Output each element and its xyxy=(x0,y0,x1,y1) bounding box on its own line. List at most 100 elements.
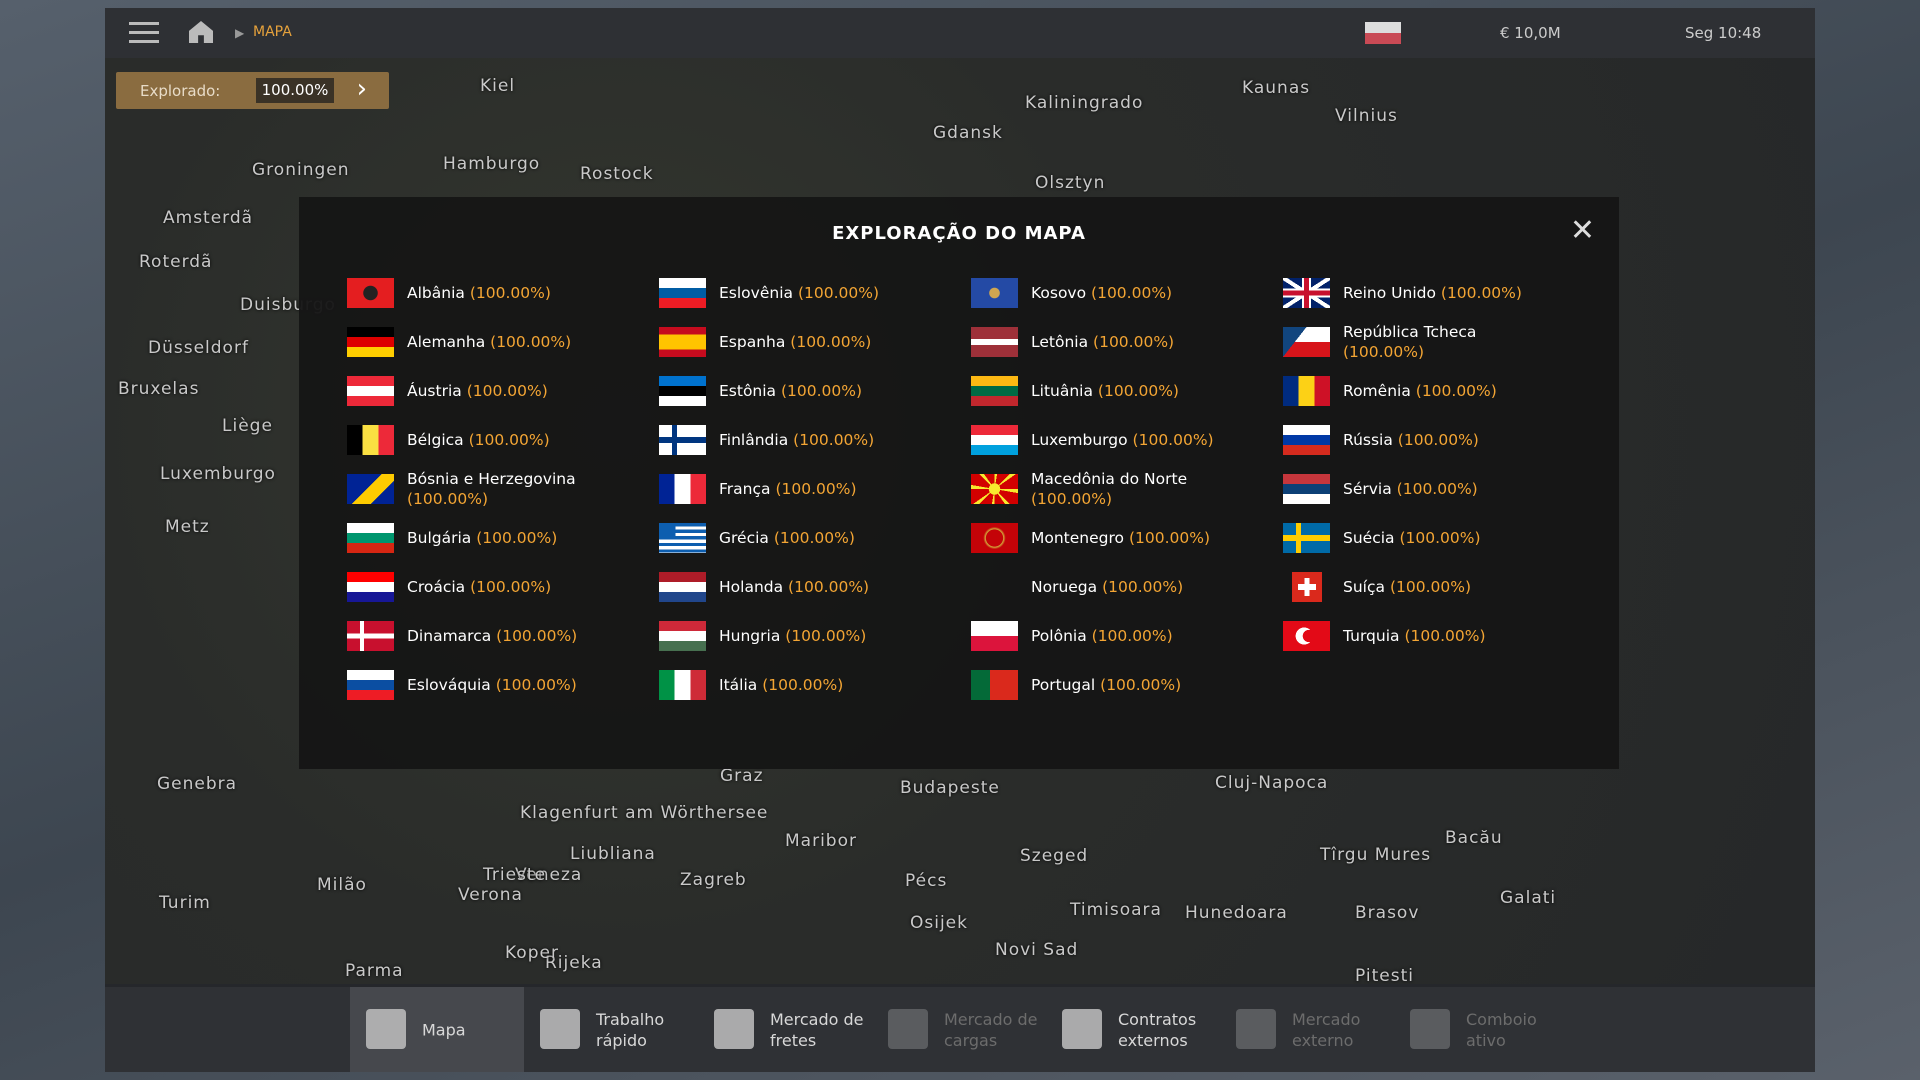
close-button[interactable]: ✕ xyxy=(1569,213,1595,248)
country-progress: (100.00%) xyxy=(470,578,552,596)
country-progress: (100.00%) xyxy=(495,676,577,694)
nav-item[interactable]: Contratos externos xyxy=(1046,987,1220,1072)
flag xyxy=(1283,278,1330,308)
map-city-label: Turim xyxy=(159,893,211,913)
country-text: Lituânia (100.00%) xyxy=(1031,381,1231,401)
flag xyxy=(659,327,706,357)
home-button[interactable] xyxy=(189,21,213,43)
flag xyxy=(347,523,394,553)
country-item: Croácia (100.00%) xyxy=(347,567,637,607)
country-item: Rússia (100.00%) xyxy=(1283,420,1573,460)
explored-label: Explorado: xyxy=(140,82,221,100)
country-text: Eslovênia (100.00%) xyxy=(719,283,919,303)
nav-item[interactable]: Trabalho rápido xyxy=(524,987,698,1072)
nav-icon xyxy=(1062,1009,1102,1049)
flag xyxy=(1283,621,1330,651)
flag-icon xyxy=(1365,22,1401,44)
map-city-label: Novi Sad xyxy=(995,940,1079,960)
country-text: Holanda (100.00%) xyxy=(719,577,919,597)
country-progress: (100.00%) xyxy=(476,529,558,547)
explored-value: 100.00% xyxy=(256,78,334,103)
nav-label: Mercado externo xyxy=(1292,1009,1361,1050)
country-name: Áustria xyxy=(407,382,462,400)
map-city-label: Roterdã xyxy=(139,252,213,272)
country-item: Sérvia (100.00%) xyxy=(1283,469,1573,509)
country-progress: (100.00%) xyxy=(496,627,578,645)
country-progress: (100.00%) xyxy=(797,284,879,302)
country-item: Reino Unido (100.00%) xyxy=(1283,273,1573,313)
nav-icon xyxy=(1410,1009,1450,1049)
nav-label: Mapa xyxy=(422,1020,466,1039)
nav-item: Comboio ativo xyxy=(1394,987,1568,1072)
flag xyxy=(347,670,394,700)
menu-button[interactable] xyxy=(129,22,159,44)
country-progress: (100.00%) xyxy=(466,382,548,400)
nav-label: Trabalho rápido xyxy=(596,1009,665,1050)
map-city-label: Vilnius xyxy=(1335,106,1398,126)
flag xyxy=(1283,425,1330,455)
exploration-dialog: EXPLORAÇÃO DO MAPA ✕ Albânia (100.00%) Al… xyxy=(299,197,1619,769)
nav-item[interactable]: Mercado de fretes xyxy=(698,987,872,1072)
nav-label: Contratos externos xyxy=(1118,1009,1197,1050)
breadcrumb-arrow: ▶ xyxy=(235,26,245,40)
flag xyxy=(347,327,394,357)
country-item: Suécia (100.00%) xyxy=(1283,518,1573,558)
country-name: Portugal xyxy=(1031,676,1096,694)
flag xyxy=(971,670,1018,700)
map-city-label: Graz xyxy=(720,766,764,786)
flag xyxy=(971,278,1018,308)
country-text: Finlândia (100.00%) xyxy=(719,430,919,450)
flag xyxy=(971,474,1018,504)
nav-icon xyxy=(1236,1009,1276,1049)
country-text: Espanha (100.00%) xyxy=(719,332,919,352)
country-text: Turquia (100.00%) xyxy=(1343,626,1543,646)
country-item: Espanha (100.00%) xyxy=(659,322,949,362)
country-item: Albânia (100.00%) xyxy=(347,273,637,313)
country-text: Portugal (100.00%) xyxy=(1031,675,1231,695)
country-progress: (100.00%) xyxy=(1100,676,1182,694)
country-progress: (100.00%) xyxy=(469,284,551,302)
country-name: Bósnia e Herzegovina xyxy=(407,470,576,488)
country-text: Alemanha (100.00%) xyxy=(407,332,607,352)
country-progress: (100.00%) xyxy=(1399,529,1481,547)
map-city-label: Hunedoara xyxy=(1185,903,1288,923)
map-city-label: Galati xyxy=(1500,888,1557,908)
country-item: Alemanha (100.00%) xyxy=(347,322,637,362)
country-name: Eslovênia xyxy=(719,284,793,302)
flag xyxy=(1283,327,1330,357)
country-item: Turquia (100.00%) xyxy=(1283,616,1573,656)
explored-box[interactable]: Explorado: 100.00% › xyxy=(116,72,389,109)
flag xyxy=(971,523,1018,553)
country-name: Montenegro xyxy=(1031,529,1125,547)
country-text: Itália (100.00%) xyxy=(719,675,919,695)
country-text: Estônia (100.00%) xyxy=(719,381,919,401)
country-name: Rússia xyxy=(1343,431,1393,449)
country-name: Kosovo xyxy=(1031,284,1087,302)
country-item: Romênia (100.00%) xyxy=(1283,371,1573,411)
flag xyxy=(347,278,394,308)
map-city-label: Maribor xyxy=(785,831,857,851)
money: € 10,0M xyxy=(1500,24,1561,42)
flag xyxy=(1283,523,1330,553)
flag xyxy=(1283,474,1330,504)
country-name: Suíça xyxy=(1343,578,1385,596)
country-name: Itália xyxy=(719,676,758,694)
flag xyxy=(971,621,1018,651)
country-text: Áustria (100.00%) xyxy=(407,381,607,401)
map-city-label: Cluj-Napoca xyxy=(1215,773,1329,793)
country-name: Holanda xyxy=(719,578,784,596)
country-item: Hungria (100.00%) xyxy=(659,616,949,656)
flag xyxy=(971,327,1018,357)
country-name: República Tcheca xyxy=(1343,323,1477,341)
country-progress: (100.00%) xyxy=(1415,382,1497,400)
country-progress: (100.00%) xyxy=(781,382,863,400)
map-city-label: Zagreb xyxy=(680,870,747,890)
bottom-nav: Mapa Trabalho rápido Mercado de fretes Merc… xyxy=(105,987,1815,1072)
country-text: Kosovo (100.00%) xyxy=(1031,283,1231,303)
explored-arrow[interactable]: › xyxy=(356,74,367,104)
nav-item[interactable]: Mapa xyxy=(350,987,524,1072)
country-progress: (100.00%) xyxy=(785,627,867,645)
map-city-label: Brasov xyxy=(1355,903,1420,923)
nav-icon xyxy=(366,1009,406,1049)
flag xyxy=(971,376,1018,406)
